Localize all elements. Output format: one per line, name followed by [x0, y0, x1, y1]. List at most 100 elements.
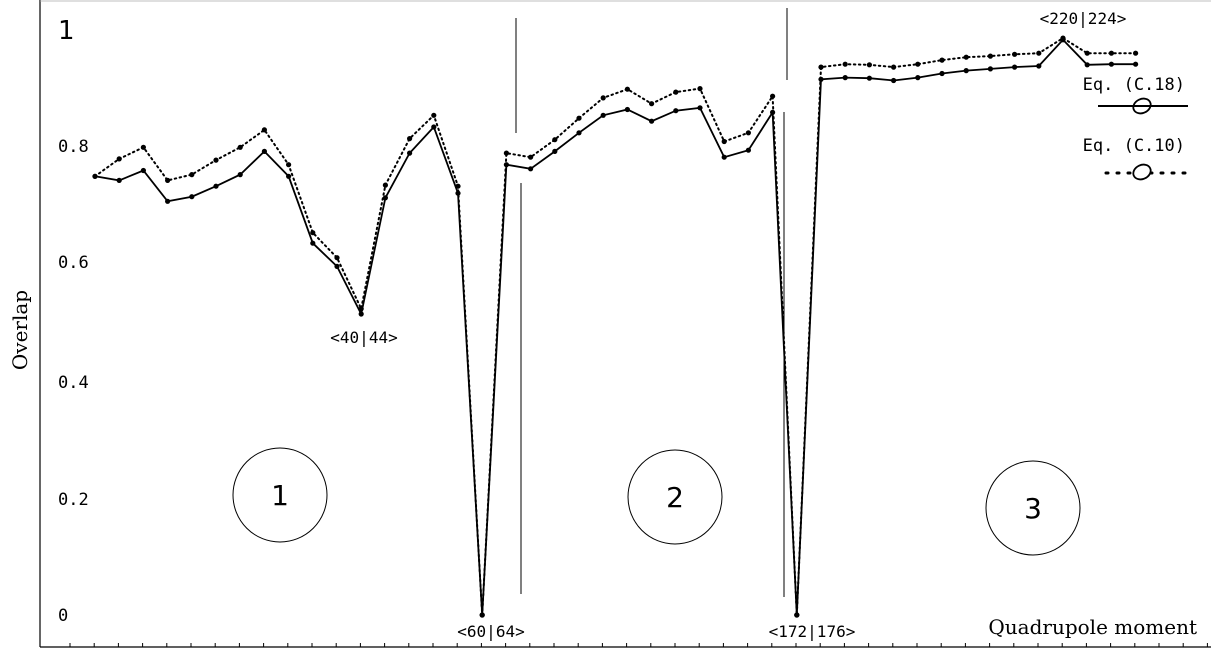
data-point [140, 144, 146, 150]
data-point [1036, 50, 1042, 56]
data-point [1060, 35, 1066, 41]
data-point [649, 101, 655, 107]
series-eq-c18 [92, 37, 1139, 618]
data-point [673, 108, 679, 114]
data-point [528, 166, 534, 172]
x-axis-title: Quadrupole moment [988, 615, 1197, 639]
data-point [1108, 61, 1114, 67]
data-point [1036, 63, 1042, 69]
region-marker-1: 1 [232, 447, 328, 543]
data-point [600, 95, 606, 101]
data-point [842, 61, 848, 67]
data-point [455, 183, 461, 189]
y-tick-label-3: 0.6 [58, 253, 89, 273]
data-point [1133, 61, 1139, 67]
data-point [189, 172, 195, 178]
series-line-1 [94, 36, 1137, 616]
data-point [673, 89, 679, 95]
data-point [1084, 50, 1090, 56]
region-circle-3 [985, 460, 1081, 556]
region-label-2: 2 [666, 481, 684, 514]
region-marker-2: 2 [627, 449, 723, 545]
data-point [310, 230, 316, 236]
data-point [116, 156, 122, 162]
data-point [915, 75, 921, 81]
data-point [939, 70, 945, 77]
data-point [1012, 64, 1018, 70]
data-point [1012, 51, 1018, 57]
data-point [842, 75, 848, 81]
data-point [116, 177, 122, 183]
data-point [165, 198, 171, 204]
data-point [407, 150, 413, 156]
data-point [891, 64, 897, 70]
data-point [358, 306, 364, 312]
data-point [1084, 62, 1090, 68]
x-tick-layer [69, 643, 1208, 647]
series-line-0 [94, 38, 1136, 616]
annotation-220-224: <220|224> [1040, 9, 1127, 28]
region-circle-2 [627, 449, 723, 545]
data-point [213, 183, 219, 189]
data-point [649, 118, 655, 124]
data-point [624, 86, 631, 92]
data-point [987, 66, 994, 72]
data-point [1133, 50, 1139, 56]
data-point [745, 130, 752, 136]
data-point [382, 195, 388, 201]
data-point [286, 173, 292, 179]
data-point [431, 112, 437, 118]
data-point [189, 194, 195, 200]
region-label-1: 1 [271, 479, 289, 512]
data-point [261, 148, 267, 154]
legend-marker-c18 [1132, 97, 1152, 115]
data-point [552, 137, 558, 143]
data-point [92, 173, 98, 179]
data-point [963, 68, 969, 74]
data-point [165, 177, 171, 183]
data-point [431, 124, 437, 130]
data-point [334, 263, 340, 269]
legend-label-c10: Eq. (C.10) [1083, 136, 1185, 156]
annotation-172-176: <172|176> [769, 622, 856, 641]
region-circle-1 [232, 447, 328, 543]
y-tick-label-0: 0 [58, 606, 68, 626]
data-point [576, 115, 582, 121]
data-point [237, 144, 243, 150]
data-point [963, 54, 969, 60]
data-point [697, 105, 703, 111]
data-point [1108, 50, 1114, 56]
data-point [770, 93, 776, 99]
y-tick-label-2: 0.4 [58, 373, 89, 393]
data-point [358, 311, 364, 317]
data-point [407, 136, 413, 142]
data-point [140, 167, 146, 174]
y-tick-label-5: 1 [58, 16, 75, 46]
data-point [382, 182, 388, 188]
region-marker-3: 3 [985, 460, 1081, 556]
data-point [479, 612, 485, 618]
y-axis-title: Overlap [8, 290, 32, 370]
data-point [261, 127, 267, 133]
data-point [721, 138, 727, 145]
legend-marker-c10 [1132, 163, 1152, 181]
data-point [286, 162, 292, 168]
data-point [745, 147, 752, 153]
data-point [237, 172, 243, 178]
annotation-40-44: <40|44> [330, 328, 397, 347]
data-point [552, 148, 558, 154]
data-point [891, 77, 897, 84]
data-point [528, 154, 534, 160]
data-point [697, 86, 703, 92]
data-point [794, 612, 800, 618]
series-eq-c10 [92, 35, 1139, 618]
series-layer [92, 35, 1139, 618]
data-point [818, 64, 824, 70]
legend-label-c18: Eq. (C.18) [1083, 75, 1185, 95]
data-point [866, 75, 873, 81]
data-point [624, 106, 631, 113]
data-point [866, 62, 873, 68]
data-point [576, 130, 582, 136]
